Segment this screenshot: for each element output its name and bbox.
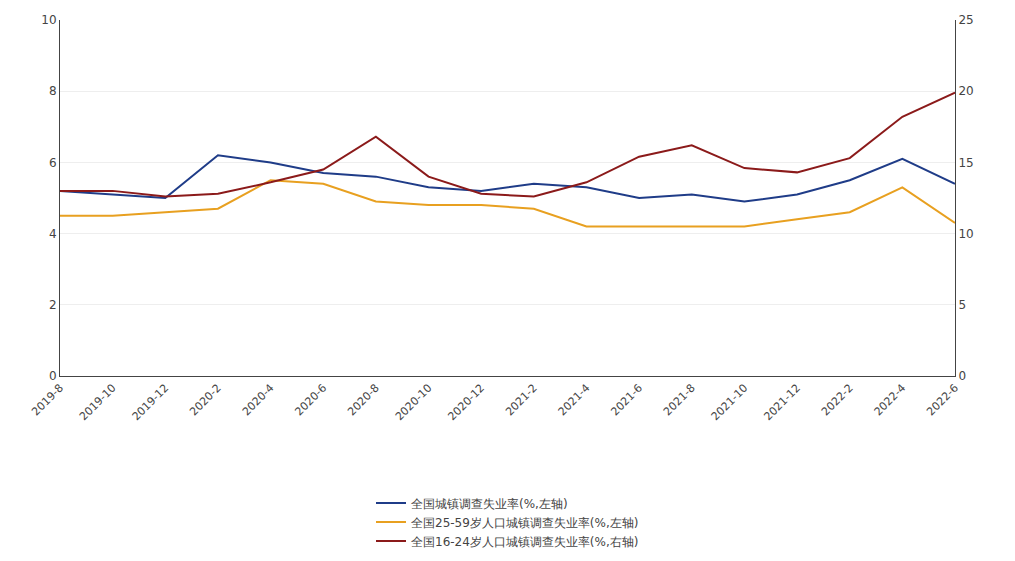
- svg-text:2021-12: 2021-12: [761, 382, 803, 424]
- svg-text:2020-10: 2020-10: [393, 382, 435, 424]
- svg-text:6: 6: [49, 156, 57, 170]
- svg-text:0: 0: [958, 369, 966, 383]
- svg-text:2022-2: 2022-2: [819, 382, 856, 419]
- svg-text:2019-12: 2019-12: [130, 382, 172, 424]
- svg-text:8: 8: [49, 84, 57, 98]
- svg-text:4: 4: [49, 227, 57, 241]
- svg-text:5: 5: [958, 298, 966, 312]
- svg-text:10: 10: [41, 13, 56, 27]
- svg-text:2019-10: 2019-10: [77, 382, 119, 424]
- svg-text:2020-12: 2020-12: [445, 382, 487, 424]
- svg-text:2021-8: 2021-8: [661, 382, 698, 419]
- svg-text:2020-6: 2020-6: [293, 382, 330, 419]
- svg-text:2022-6: 2022-6: [924, 382, 961, 419]
- svg-text:全国25-59岁人口城镇调查失业率(%,左轴): 全国25-59岁人口城镇调查失业率(%,左轴): [411, 516, 638, 530]
- svg-text:2021-10: 2021-10: [709, 382, 751, 424]
- svg-text:2019-8: 2019-8: [29, 382, 66, 419]
- svg-text:15: 15: [958, 156, 973, 170]
- svg-text:2021-6: 2021-6: [608, 382, 645, 419]
- svg-text:2020-4: 2020-4: [240, 382, 277, 419]
- svg-text:20: 20: [958, 84, 973, 98]
- svg-text:全国16-24岁人口城镇调查失业率(%,右轴): 全国16-24岁人口城镇调查失业率(%,右轴): [411, 535, 638, 549]
- svg-text:全国城镇调查失业率(%,左轴): 全国城镇调查失业率(%,左轴): [411, 497, 568, 511]
- svg-text:2021-2: 2021-2: [503, 382, 540, 419]
- svg-text:2022-4: 2022-4: [872, 382, 909, 419]
- svg-text:25: 25: [958, 13, 973, 27]
- svg-text:2021-4: 2021-4: [556, 382, 593, 419]
- svg-text:0: 0: [49, 369, 57, 383]
- svg-text:10: 10: [958, 227, 973, 241]
- svg-text:2020-8: 2020-8: [345, 382, 382, 419]
- svg-text:2: 2: [49, 298, 57, 312]
- svg-text:2020-2: 2020-2: [187, 382, 224, 419]
